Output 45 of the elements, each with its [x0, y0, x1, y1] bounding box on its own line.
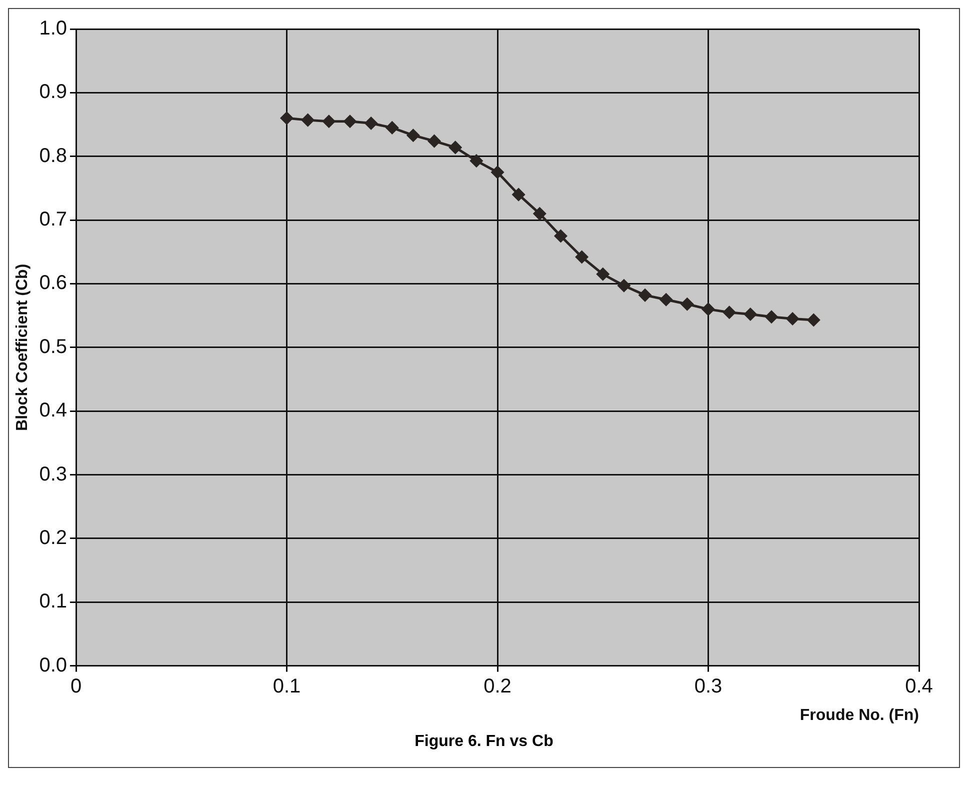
y-tick-label: 0.6 — [39, 272, 68, 294]
point — [491, 166, 504, 179]
point — [596, 268, 610, 280]
point — [680, 298, 694, 310]
x-tick-label: 0.1 — [272, 675, 301, 698]
y-tick-label: 0.4 — [39, 400, 68, 422]
y-tick-label: 0.8 — [39, 144, 68, 167]
y-tick-label: 0.2 — [39, 526, 68, 549]
x-tick-label: 0.3 — [694, 675, 722, 698]
point — [723, 306, 736, 319]
point — [702, 302, 714, 316]
point — [786, 312, 799, 325]
point — [512, 188, 525, 201]
point — [322, 115, 336, 128]
x-tick-label: 0.2 — [484, 675, 512, 698]
point — [428, 134, 441, 148]
point — [554, 230, 567, 242]
point — [765, 310, 778, 324]
y-tick-label: 0.7 — [39, 208, 68, 231]
point — [744, 308, 757, 321]
point — [470, 154, 483, 168]
x-axis-title: Froude No. (Fn) — [800, 706, 919, 724]
point — [344, 115, 356, 128]
point — [406, 129, 420, 142]
point — [302, 114, 314, 126]
y-tick-label: 0.0 — [39, 654, 68, 676]
x-tick-label: 0.4 — [905, 675, 933, 698]
point — [533, 207, 546, 220]
point — [449, 141, 462, 154]
point — [807, 314, 820, 326]
caption: Figure 6. Fn vs Cb — [414, 732, 554, 752]
y-tick-label: 1.0 — [39, 18, 68, 40]
point — [280, 112, 293, 124]
y-tick-label: 0.3 — [39, 463, 68, 486]
y-tick-label: 0.1 — [39, 590, 68, 613]
point — [364, 116, 378, 130]
point — [660, 293, 672, 306]
point — [618, 279, 630, 292]
point — [576, 250, 588, 264]
point — [638, 288, 652, 302]
y-tick-label: 0.9 — [39, 81, 68, 104]
y-tick-label: 0.5 — [39, 336, 68, 358]
x-tick-label: 0 — [70, 675, 82, 698]
point — [386, 121, 398, 134]
y-axis-title: Block Coefficient (Cb) — [14, 264, 32, 431]
